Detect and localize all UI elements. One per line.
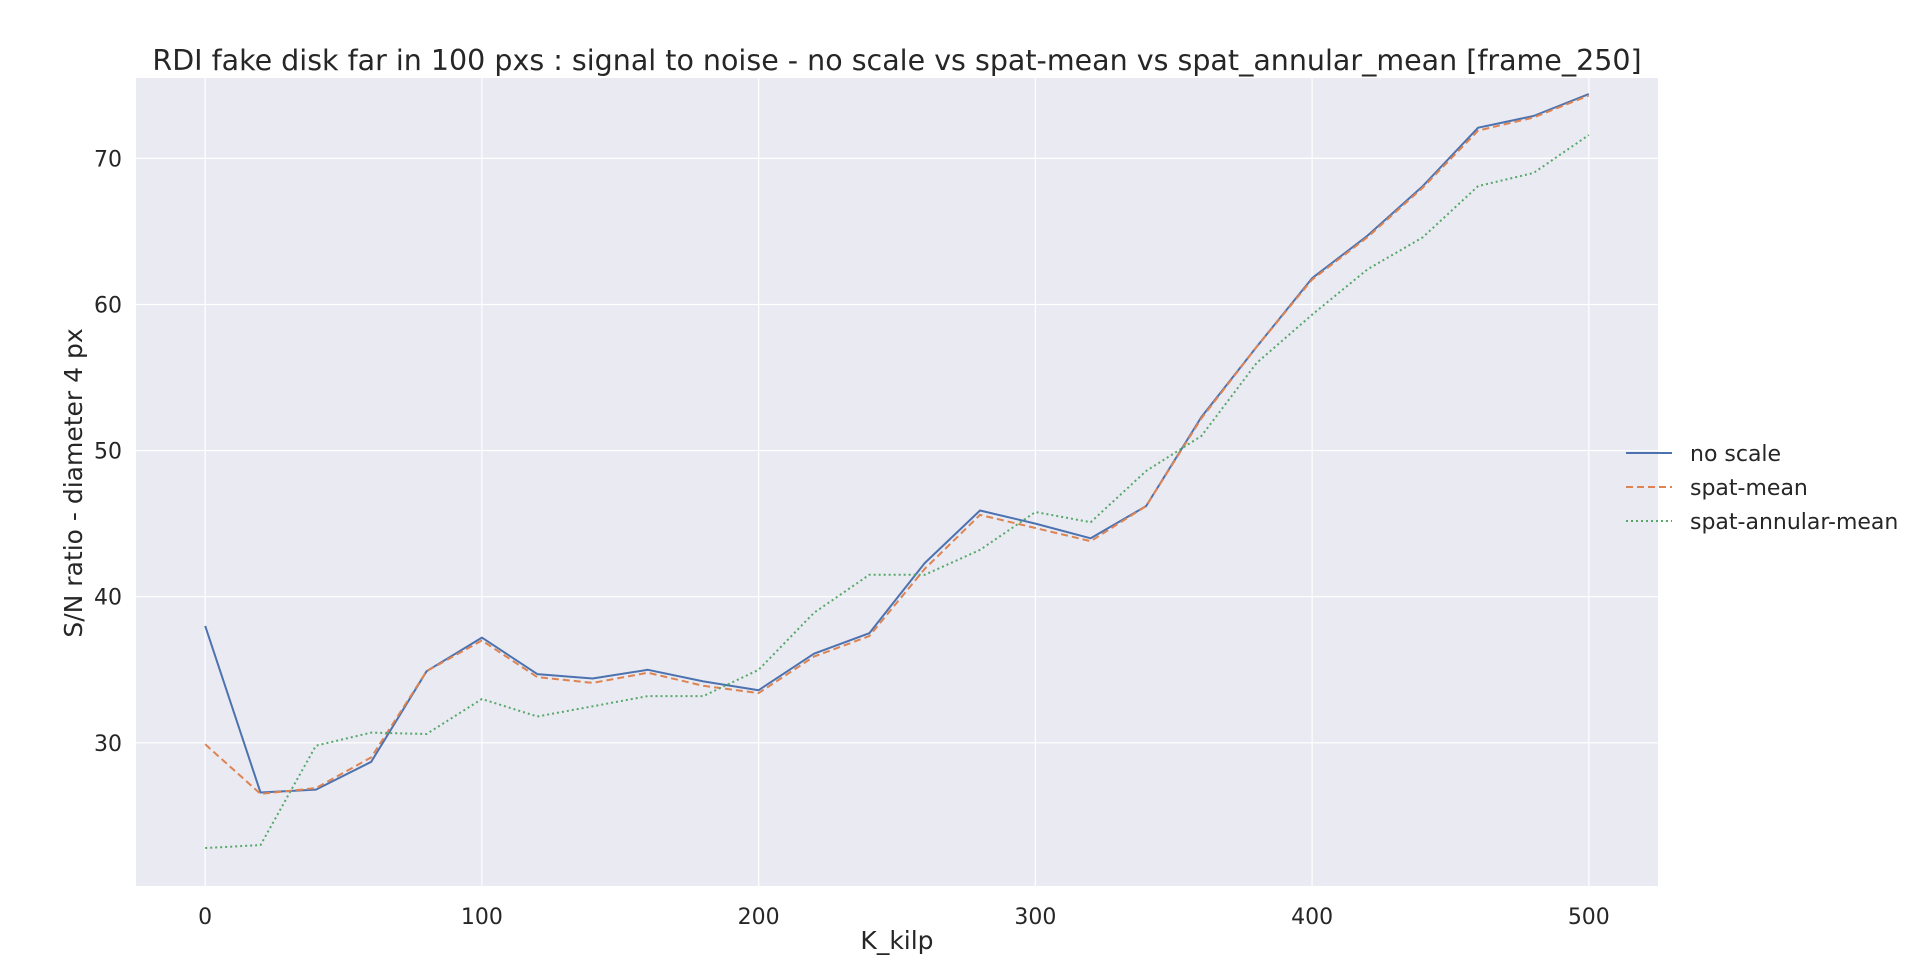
x-tick-label: 200 bbox=[738, 905, 780, 930]
legend-label: spat-annular-mean bbox=[1690, 510, 1898, 535]
y-tick-label: 40 bbox=[94, 586, 122, 611]
x-tick-label: 300 bbox=[1014, 905, 1056, 930]
grid bbox=[136, 78, 1658, 886]
x-tick-label: 100 bbox=[461, 905, 503, 930]
y-tick-label: 50 bbox=[94, 440, 122, 465]
series-group bbox=[204, 93, 1590, 849]
x-axis-label: K_kilp bbox=[860, 926, 933, 955]
chart-title: RDI fake disk far in 100 pxs : signal to… bbox=[152, 44, 1641, 77]
series-line-1 bbox=[204, 94, 1590, 795]
plot-area bbox=[136, 78, 1658, 886]
y-axis-label: S/N ratio - diameter 4 px bbox=[59, 328, 88, 637]
legend-label: no scale bbox=[1690, 442, 1781, 467]
y-tick-label: 30 bbox=[94, 732, 122, 757]
y-tick-label: 70 bbox=[94, 147, 122, 172]
x-tick-label: 500 bbox=[1568, 905, 1610, 930]
x-tick-label: 400 bbox=[1291, 905, 1333, 930]
x-tick-label: 0 bbox=[198, 905, 212, 930]
series-line-0 bbox=[204, 93, 1590, 794]
legend: no scale spat-mean spat-annular-mean bbox=[1626, 442, 1898, 535]
series-line-2 bbox=[205, 134, 1590, 849]
legend-label: spat-mean bbox=[1690, 476, 1808, 501]
tick-labels: 0 100 200 300 400 500 30 40 50 60 70 bbox=[94, 147, 1610, 930]
y-tick-label: 60 bbox=[94, 293, 122, 318]
